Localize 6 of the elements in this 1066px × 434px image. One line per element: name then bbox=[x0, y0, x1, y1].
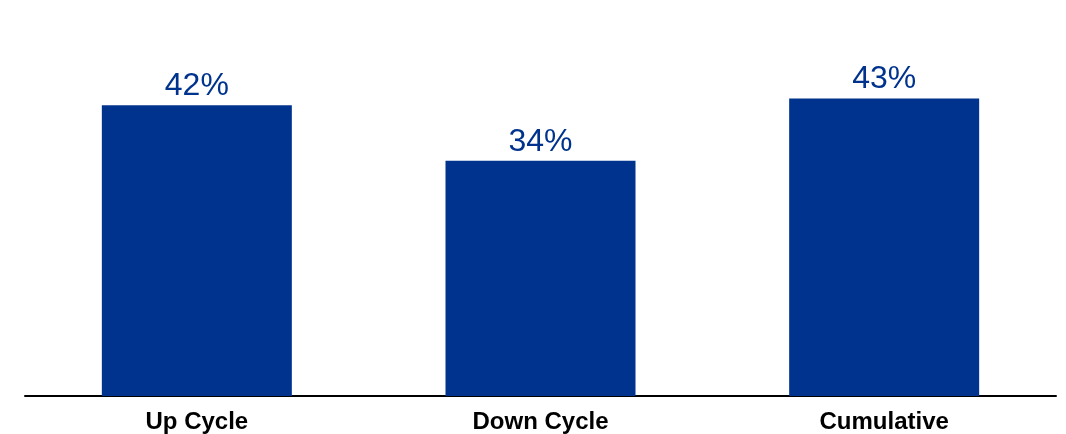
data-label: 42% bbox=[164, 66, 229, 103]
data-label: 34% bbox=[508, 121, 573, 158]
x-tick-label: Up Cycle bbox=[145, 406, 249, 434]
x-tick-label: Down Cycle bbox=[472, 406, 609, 434]
x-tick-label: Cumulative bbox=[819, 406, 949, 434]
data-label: 43% bbox=[852, 59, 917, 96]
